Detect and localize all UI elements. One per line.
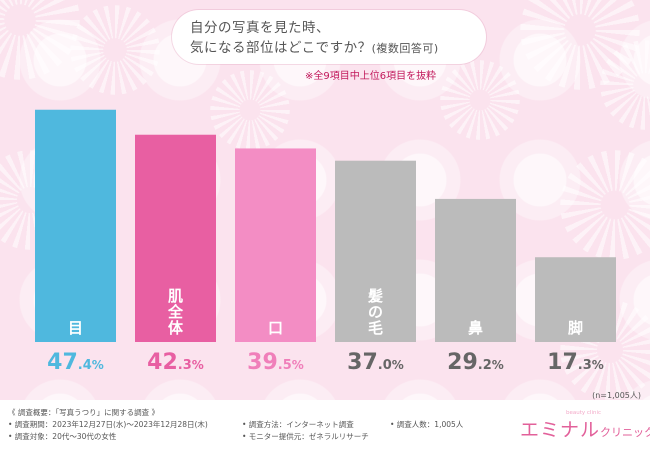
chart-title-line-2: 気になる部位はどこですか？(複数回答可)	[190, 36, 439, 56]
bar-5	[435, 198, 516, 342]
bar-4	[335, 160, 416, 342]
value-label: 42.3%	[147, 350, 204, 375]
value-label: 37.0%	[347, 350, 404, 375]
chart-subtitle: ※全9項目中上位6項目を抜粋	[305, 71, 437, 82]
chart-title-line-1: 自分の写真を見た時、	[190, 20, 330, 36]
logo-tagline: beauty clinic	[566, 410, 602, 416]
clinic-logo: エミナルクリニック	[520, 415, 650, 442]
sample-size-note: (n=1,005人)	[592, 391, 641, 400]
footer	[0, 400, 650, 450]
survey-period: • 調査期間：2023年12月27日(水)〜2023年12月28日(木)	[8, 420, 208, 429]
value-label: 17.3%	[547, 350, 604, 375]
category-label: 鼻	[468, 319, 483, 337]
bar-3	[235, 148, 316, 342]
category-label: 口	[268, 319, 283, 337]
background-flower	[210, 70, 290, 150]
chart-title-line-2-main: 気になる部位はどこですか？	[190, 40, 372, 56]
survey-provider: • モニター提供元：ゼネラルリサーチ	[242, 432, 369, 441]
survey-overview: 《 調査概要：「写真うつり」に関する調査 》	[8, 408, 160, 417]
background-flower	[560, 150, 650, 260]
bar-chart: 目 47.4% 肌全体 42.3% 口 39.5% 髪の毛 37.0% 鼻 29.2% 脚 17.3%…	[35, 109, 641, 400]
value-label: 39.5%	[247, 350, 304, 375]
logo-sub-text: クリニック	[600, 426, 650, 439]
logo-main-text: エミナル	[520, 419, 601, 441]
category-label: 髪の毛	[367, 287, 383, 337]
survey-respondents: • 調査人数：1,005人	[390, 420, 464, 429]
category-label: 目	[68, 319, 83, 337]
category-label: 肌全体	[167, 287, 184, 337]
bar-2	[135, 134, 216, 342]
title-box	[172, 10, 486, 64]
chart-title-suffix: (複数回答可)	[371, 42, 439, 55]
category-label: 脚	[568, 319, 583, 337]
bar-1	[35, 109, 116, 343]
value-label: 29.2%	[447, 350, 504, 375]
bar-6	[535, 257, 616, 342]
survey-method: • 調査方法：インターネット調査	[242, 420, 354, 429]
background-flower	[70, 5, 160, 95]
background-flower	[440, 60, 520, 140]
value-label: 47.4%	[47, 350, 104, 375]
survey-target: • 調査対象：20代〜30代の女性	[8, 432, 117, 441]
